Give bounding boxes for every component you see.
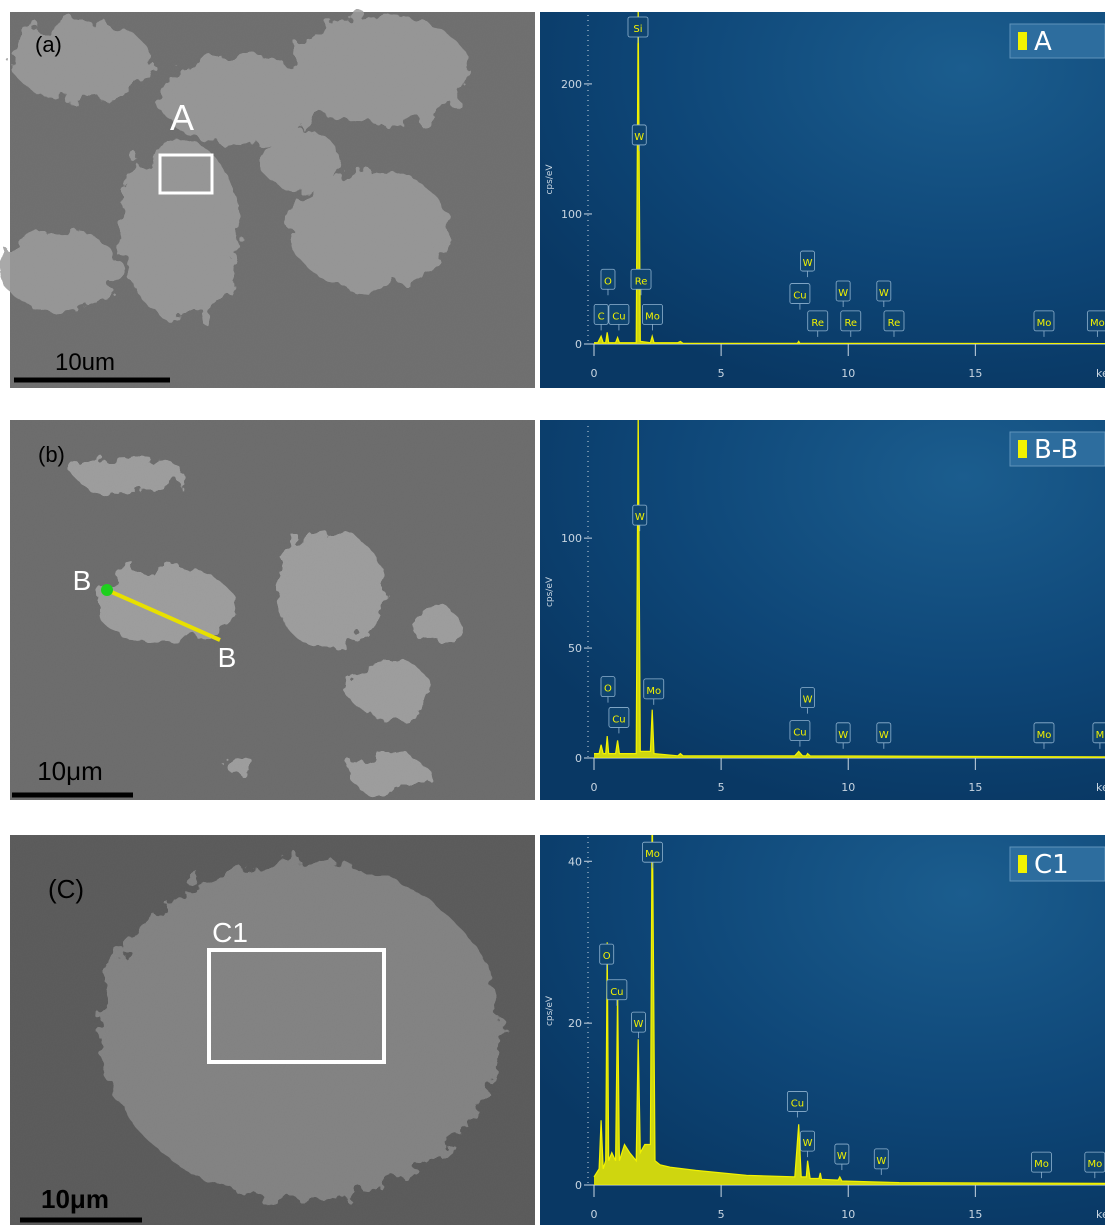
peak-label: Cu [612,311,625,322]
figure: (a) A 10um (b) B B 10μm (C) C1 1 [0,0,1105,1225]
peak-label: Mo [645,311,660,322]
spectrum-chart: 0 100 200 0 5 10 15 cps/eV ke A Si W O Re C Cu Mo W Cu Re W R… [540,6,1105,388]
peak-label: W [838,730,848,741]
peak-label: Mo [1037,730,1052,741]
peak-label: Re [635,276,648,287]
peak-label: W [803,1138,813,1149]
peak-label: W [634,1019,644,1030]
sem-image-b: (b) B B 10μm [10,420,535,800]
spectra: 0100200051015cps/eVkeASiWOReCCuMoWCuReWR… [540,6,1105,1225]
peak-label: Si [633,24,642,35]
x-axis-label: ke [1096,367,1105,380]
spectrum-chart: 0 50 100 0 5 10 15 cps/eV ke B-B W O Mo Cu W Cu W W Mo M [540,406,1105,800]
peak-label: Mo [1034,1159,1049,1170]
x-tick-label: 10 [841,781,855,794]
peak-label: Mo [1087,1159,1102,1170]
y-tick-label: 100 [561,532,582,545]
peak-label: C [598,311,605,322]
peak-label: O [604,684,612,695]
y-tick-label: 0 [575,338,582,351]
peak-label: Cu [793,728,806,739]
y-tick-label: 0 [575,752,582,765]
spectrum-chart: 0 20 40 0 5 10 15 cps/eV ke C1 Mo O Cu W Cu W W W Mo Mo [540,797,1105,1225]
y-axis-label: cps/eV [545,576,555,607]
peak-label: W [634,132,644,143]
legend-label: A [1034,27,1052,57]
y-tick-label: 40 [568,855,582,868]
y-tick-label: 100 [561,208,582,221]
x-tick-label: 0 [591,367,598,380]
y-axis-label: cps/eV [545,164,555,195]
peak-label: Re [888,318,901,329]
sem-image-a: (a) A 10um [0,12,535,388]
peak-label: W [838,288,848,299]
peak-label: Cu [793,291,806,302]
x-tick-label: 15 [968,781,982,794]
peak-label: W [879,288,889,299]
sem-image-c: (C) C1 10μm [10,835,535,1225]
region-label: B [73,565,92,596]
peak-label: Cu [791,1098,804,1109]
x-tick-label: 5 [718,367,725,380]
region-label: C1 [212,917,248,948]
y-tick-label: 50 [568,642,582,655]
panel-label: (a) [35,32,62,57]
y-tick-label: 20 [568,1017,582,1030]
x-tick-label: 15 [968,367,982,380]
peak-label: Re [844,318,857,329]
scale-bar-label: 10μm [37,756,103,786]
x-tick-label: 10 [841,367,855,380]
x-axis-label: ke [1096,781,1105,794]
peak-label: W [876,1156,886,1167]
x-tick-label: 10 [841,1208,855,1221]
line-scan-start [101,584,113,596]
y-tick-label: 0 [575,1179,582,1192]
chart-background [540,12,1105,388]
region-label: B [218,642,237,673]
peak-label: M [1096,730,1105,741]
peak-label: W [803,695,813,706]
peak-label: O [604,276,612,287]
x-tick-label: 5 [718,781,725,794]
peak-label: O [603,951,611,962]
legend-swatch [1018,855,1027,873]
legend-label: B-B [1034,435,1078,465]
peak-label: Re [811,318,824,329]
x-tick-label: 15 [968,1208,982,1221]
peak-label: W [803,258,813,269]
peak-label: Mo [1037,318,1052,329]
peak-label: Mo [1090,318,1105,329]
peak-label: Mo [646,686,661,697]
panel-label: (b) [38,442,65,467]
region-label: A [170,97,194,138]
legend-swatch [1018,32,1027,50]
peak-label: W [635,512,645,523]
x-tick-label: 5 [718,1208,725,1221]
x-tick-label: 0 [591,1208,598,1221]
scale-bar-label: 10um [55,349,115,376]
legend-label: C1 [1034,850,1069,880]
legend-swatch [1018,440,1027,458]
y-axis-label: cps/eV [545,995,555,1026]
scale-bar-label: 10μm [41,1184,109,1214]
panel-label: (C) [48,874,84,904]
y-tick-label: 200 [561,78,582,91]
peak-label: W [879,730,889,741]
x-tick-label: 0 [591,781,598,794]
peak-label: Cu [612,714,625,725]
x-axis-label: ke [1096,1208,1105,1221]
peak-label: Cu [610,987,623,998]
chart-background [540,420,1105,800]
peak-label: W [837,1151,847,1162]
peak-label: Mo [645,849,660,860]
